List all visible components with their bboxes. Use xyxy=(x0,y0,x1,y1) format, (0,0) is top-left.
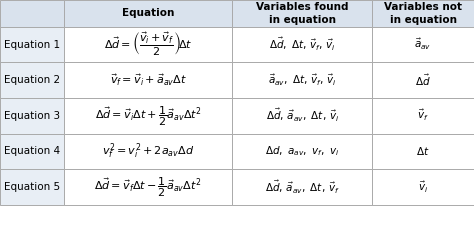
Bar xyxy=(64,62,232,98)
Text: $\vec{v}_f$: $\vec{v}_f$ xyxy=(417,108,429,124)
Text: $\vec{v}_f = \vec{v}_i + \vec{a}_{av}\Delta t$: $\vec{v}_f = \vec{v}_i + \vec{a}_{av}\De… xyxy=(109,73,187,88)
Bar xyxy=(64,98,232,134)
Bar xyxy=(372,27,474,62)
Bar xyxy=(64,134,232,169)
Bar xyxy=(0,62,64,98)
Bar xyxy=(0,27,64,62)
Bar xyxy=(372,134,474,169)
Text: Equation 4: Equation 4 xyxy=(4,146,60,156)
Text: Variables found
in equation: Variables found in equation xyxy=(256,2,348,25)
Text: Variables not
in equation: Variables not in equation xyxy=(384,2,462,25)
Bar xyxy=(232,62,372,98)
Text: $\Delta\vec{d} = \left(\dfrac{\vec{v}_i + \vec{v}_f}{2}\right)\!\Delta t$: $\Delta\vec{d} = \left(\dfrac{\vec{v}_i … xyxy=(104,31,192,58)
Bar xyxy=(232,134,372,169)
Bar xyxy=(232,169,372,205)
Bar xyxy=(64,0,232,27)
Text: $\Delta\vec{d},\,\vec{a}_{av},\ \Delta t,\,\vec{v}_i$: $\Delta\vec{d},\,\vec{a}_{av},\ \Delta t… xyxy=(265,107,339,124)
Bar xyxy=(372,0,474,27)
Text: Equation 3: Equation 3 xyxy=(4,111,60,121)
Bar xyxy=(64,27,232,62)
Bar xyxy=(232,0,372,27)
Text: $\Delta\vec{d}$: $\Delta\vec{d}$ xyxy=(415,73,431,88)
Bar xyxy=(372,98,474,134)
Text: Equation: Equation xyxy=(122,8,174,18)
Text: $\Delta\vec{d},\,\vec{a}_{av},\ \Delta t,\,\vec{v}_f$: $\Delta\vec{d},\,\vec{a}_{av},\ \Delta t… xyxy=(265,178,339,196)
Text: $\vec{a}_{av},\ \Delta t,\,\vec{v}_f,\,\vec{v}_i$: $\vec{a}_{av},\ \Delta t,\,\vec{v}_f,\,\… xyxy=(268,73,337,88)
Text: $\Delta t$: $\Delta t$ xyxy=(416,145,430,157)
Bar xyxy=(64,169,232,205)
Bar xyxy=(372,62,474,98)
Text: $\vec{a}_{av}$: $\vec{a}_{av}$ xyxy=(414,37,432,52)
Text: Equation 1: Equation 1 xyxy=(4,40,60,50)
Bar xyxy=(0,98,64,134)
Bar xyxy=(0,0,64,27)
Text: $\Delta\vec{d} = \vec{v}_i\Delta t + \dfrac{1}{2}\vec{a}_{av}\Delta t^2$: $\Delta\vec{d} = \vec{v}_i\Delta t + \df… xyxy=(95,104,201,128)
Bar xyxy=(0,169,64,205)
Text: $\Delta d,\ a_{av},\ v_f,\ v_i$: $\Delta d,\ a_{av},\ v_f,\ v_i$ xyxy=(265,145,339,158)
Text: $v_f^2 = v_i^2 + 2a_{av}\Delta d$: $v_f^2 = v_i^2 + 2a_{av}\Delta d$ xyxy=(102,142,194,161)
Bar xyxy=(372,169,474,205)
Bar xyxy=(0,134,64,169)
Bar xyxy=(232,27,372,62)
Text: Equation 2: Equation 2 xyxy=(4,75,60,85)
Text: $\Delta\vec{d},\ \Delta t,\,\vec{v}_f,\,\vec{v}_i$: $\Delta\vec{d},\ \Delta t,\,\vec{v}_f,\,… xyxy=(269,36,336,53)
Text: $\vec{v}_i$: $\vec{v}_i$ xyxy=(418,179,428,195)
Text: $\Delta\vec{d} = \vec{v}_f\Delta t - \dfrac{1}{2}\vec{a}_{av}\Delta t^2$: $\Delta\vec{d} = \vec{v}_f\Delta t - \df… xyxy=(94,175,202,199)
Bar xyxy=(232,98,372,134)
Text: Equation 5: Equation 5 xyxy=(4,182,60,192)
